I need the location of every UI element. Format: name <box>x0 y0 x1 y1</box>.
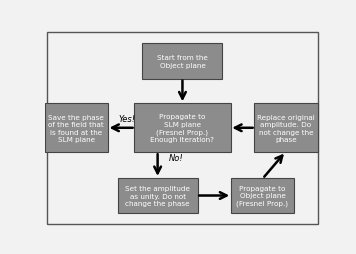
FancyBboxPatch shape <box>142 44 222 79</box>
Text: Propagate to
SLM plane
(Fresnel Prop.)
Enough Iteration?: Propagate to SLM plane (Fresnel Prop.) E… <box>151 114 214 143</box>
FancyBboxPatch shape <box>44 104 108 153</box>
FancyBboxPatch shape <box>134 104 231 153</box>
FancyBboxPatch shape <box>231 178 294 213</box>
Text: Propagate to
Object plane
(Fresnel Prop.): Propagate to Object plane (Fresnel Prop.… <box>236 185 288 207</box>
Text: Start from the
Object plane: Start from the Object plane <box>157 55 208 69</box>
Text: No!: No! <box>169 154 183 163</box>
FancyBboxPatch shape <box>254 104 318 153</box>
Text: Yes!: Yes! <box>118 114 135 123</box>
FancyBboxPatch shape <box>117 178 198 213</box>
Text: Replace original
amplitude. Do
not change the
phase: Replace original amplitude. Do not chang… <box>257 114 315 142</box>
Text: Set the amplitude
as unity. Do not
change the phase: Set the amplitude as unity. Do not chang… <box>125 185 190 206</box>
Text: Save the phase
of the field that
is found at the
SLM plane: Save the phase of the field that is foun… <box>48 114 104 142</box>
